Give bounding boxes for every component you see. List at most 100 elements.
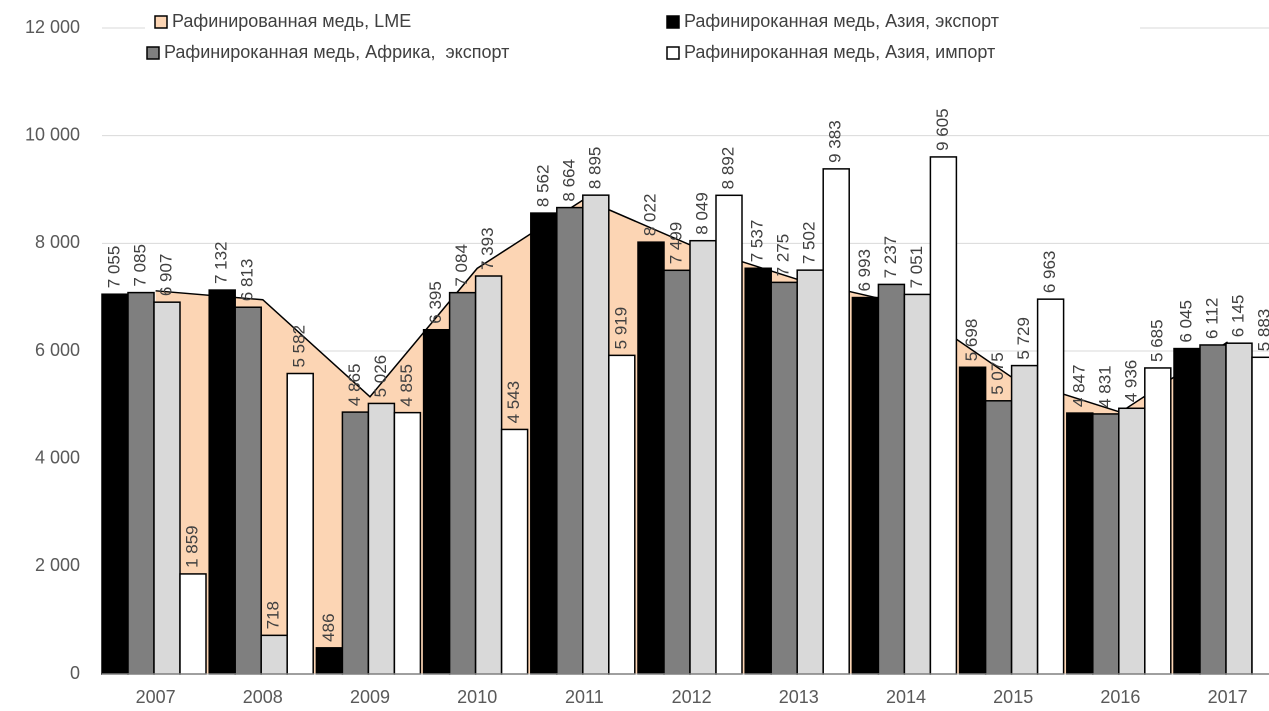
x-tick-label: 2013	[779, 687, 819, 707]
legend-swatch	[146, 46, 160, 60]
bar	[179, 573, 207, 675]
bar	[1066, 412, 1094, 675]
bar	[715, 194, 743, 675]
data-label: 7 055	[104, 246, 123, 289]
bar	[582, 194, 610, 675]
x-tick-label: 2010	[457, 687, 497, 707]
bar	[744, 267, 772, 675]
x-tick-label: 2017	[1208, 687, 1248, 707]
bar	[153, 301, 181, 675]
bar	[315, 647, 344, 675]
data-label: 1 859	[182, 525, 201, 568]
data-label: 7 502	[800, 222, 819, 265]
bar	[530, 212, 558, 675]
data-label: 4 831	[1095, 365, 1114, 408]
bar	[127, 291, 155, 675]
bar	[260, 634, 288, 675]
legend-label: Рафинироканная медь, Азия, импорт	[684, 42, 995, 62]
data-label: 5 026	[371, 355, 390, 398]
data-label: 6 993	[855, 249, 874, 292]
bar	[367, 402, 396, 675]
bar	[286, 372, 314, 675]
data-label: 9 605	[933, 108, 952, 151]
y-tick-label: 6 000	[35, 340, 80, 360]
data-label: 4 865	[345, 364, 364, 407]
bar	[929, 156, 958, 675]
legend-label: Рафинированная медь, LME	[172, 11, 411, 31]
bar	[663, 269, 691, 675]
x-tick-label: 2014	[886, 687, 926, 707]
bar	[958, 366, 987, 675]
legend-label: Рафинироканная медь, Африка, экспорт	[164, 42, 509, 62]
data-label: 6 112	[1202, 298, 1221, 339]
bar	[608, 354, 636, 675]
bar	[637, 241, 665, 675]
bar	[208, 289, 236, 675]
y-tick-label: 2 000	[35, 555, 80, 575]
bar	[796, 269, 824, 675]
legend-swatch	[154, 15, 168, 29]
data-label: 7 393	[478, 227, 497, 270]
data-label: 7 084	[452, 244, 471, 287]
data-label: 5 883	[1254, 309, 1269, 352]
data-label: 6 907	[156, 254, 175, 297]
legend-label: Рафинироканная медь, Азия, экспорт	[684, 11, 999, 31]
data-label: 8 049	[692, 192, 711, 235]
x-tick-label: 2011	[565, 687, 604, 707]
bar	[984, 400, 1013, 675]
data-label: 5 582	[290, 325, 309, 368]
data-label: 6 045	[1176, 300, 1195, 343]
data-label: 4 855	[397, 364, 416, 407]
data-label: 6 395	[426, 281, 445, 324]
data-label: 5 698	[962, 319, 981, 362]
data-label: 7 132	[212, 242, 231, 285]
data-label: 7 499	[666, 222, 685, 265]
y-tick-label: 0	[70, 663, 80, 683]
data-label: 486	[319, 613, 338, 641]
x-tick-label: 2012	[672, 687, 712, 707]
bar	[393, 411, 422, 675]
bar	[1010, 364, 1039, 675]
data-label: 6 145	[1228, 295, 1247, 338]
data-label: 8 664	[559, 159, 578, 202]
data-label: 4 847	[1069, 365, 1088, 408]
data-label: 6 963	[1040, 251, 1059, 294]
x-tick-label: 2015	[993, 687, 1033, 707]
bar	[1251, 356, 1269, 675]
y-tick-label: 8 000	[35, 232, 80, 252]
bar	[234, 306, 262, 675]
bar	[851, 296, 880, 675]
data-label: 7 275	[774, 234, 793, 277]
data-label: 8 892	[718, 147, 737, 190]
bar	[877, 283, 906, 675]
data-label: 7 537	[748, 220, 767, 263]
bar	[341, 411, 370, 675]
x-tick-label: 2009	[350, 687, 390, 707]
x-tick-label: 2016	[1100, 687, 1140, 707]
bar	[1036, 298, 1065, 675]
data-label: 5 075	[988, 352, 1007, 395]
data-label: 4 936	[1121, 360, 1140, 403]
y-tick-label: 12 000	[25, 17, 80, 37]
data-label: 5 729	[1014, 317, 1033, 360]
bar	[101, 293, 129, 675]
data-label: 5 919	[611, 307, 630, 350]
bar	[474, 275, 503, 675]
bar	[1144, 367, 1172, 675]
bar	[822, 168, 850, 675]
legend-background	[145, 6, 1140, 70]
data-label: 4 543	[504, 381, 523, 424]
x-tick-label: 2007	[136, 687, 176, 707]
data-label: 718	[264, 601, 283, 629]
data-label: 8 895	[585, 147, 604, 190]
bar	[500, 428, 529, 675]
bar	[1173, 347, 1201, 675]
data-label: 7 237	[881, 236, 900, 279]
bar	[422, 328, 451, 675]
bar	[1118, 407, 1146, 675]
y-tick-label: 10 000	[25, 124, 80, 144]
bar	[1225, 342, 1253, 675]
bar	[689, 239, 717, 675]
legend-swatch	[666, 46, 680, 60]
